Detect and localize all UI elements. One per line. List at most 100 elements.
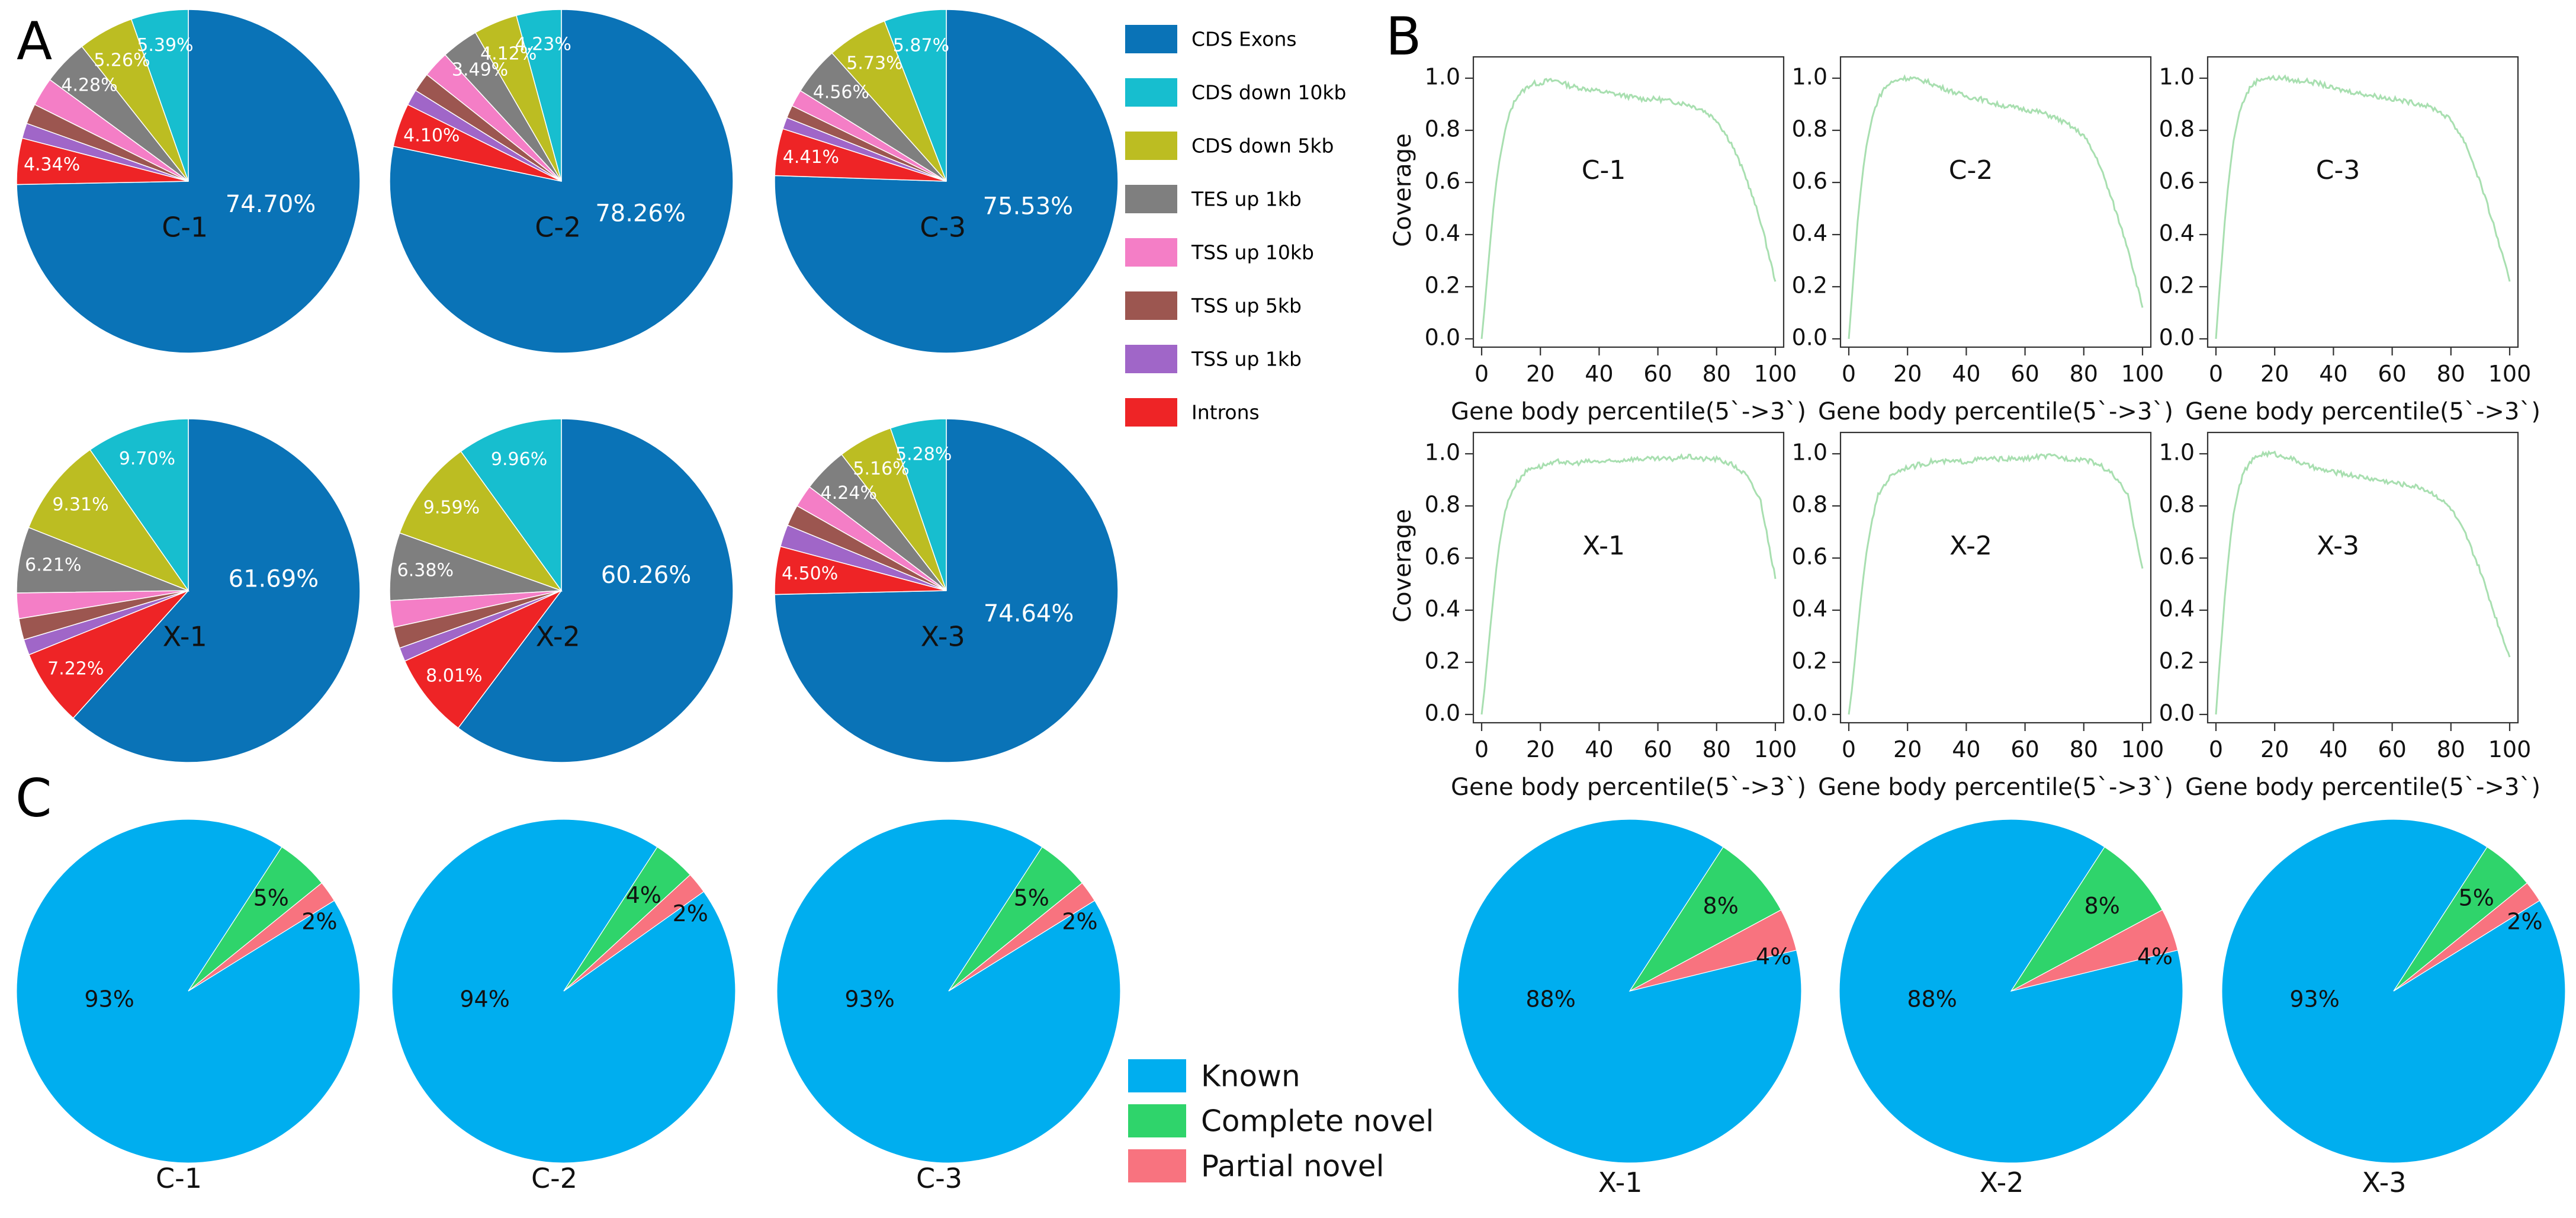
coverage-plot-x-3-xtick-label: 20	[2260, 736, 2289, 762]
coverage-plot-x-3-ytick-label: 0.6	[2159, 544, 2195, 570]
novelty-pie-x-1-name: X-1	[1598, 1166, 1642, 1198]
panel-c-legend: Known Complete novel Partial novel	[1128, 1059, 1434, 1184]
coverage-plot-c-3-xtick-label: 80	[2437, 361, 2465, 387]
pie-c-3-label-cds-exons: 75.53%	[983, 193, 1074, 220]
novelty-pie-c-3-name: C-3	[916, 1162, 962, 1194]
coverage-plot-x-3-name: X-3	[2317, 531, 2359, 561]
coverage-plot-c-3-name: C-3	[2316, 155, 2360, 185]
coverage-plot-x-2-xtick-label: 20	[1893, 736, 1922, 762]
novelty-pie-x-3-label-known: 93%	[2289, 986, 2339, 1012]
legend-a-swatch-tss-up-1kb	[1125, 345, 1177, 373]
coverage-plot-x-2-ytick-label: 0.8	[1792, 492, 1827, 518]
legend-a-swatch-cds-exons	[1125, 25, 1177, 53]
novelty-pie-x-3-name: X-3	[2362, 1166, 2406, 1198]
coverage-plot-x-1-xtick-label: 80	[1703, 736, 1731, 762]
pie-c-2-label-cds-down-10kb: 4.23%	[515, 34, 571, 55]
legend-c-swatch-complete-novel	[1128, 1104, 1186, 1137]
coverage-plot-c-1-ytick-label: 0.8	[1425, 116, 1460, 142]
novelty-pie-x-1-label-complete-novel: 8%	[1703, 893, 1739, 919]
coverage-plot-x-2-ytick-label: 1.0	[1792, 440, 1827, 466]
legend-c-label-complete-novel: Complete novel	[1201, 1104, 1434, 1139]
pie-c-2-label-cds-down-5kb: 4.12%	[480, 43, 537, 64]
pie-x-1-label-cds-down-10kb: 9.70%	[119, 448, 175, 469]
pie-x-3-label-cds-down-5kb: 5.16%	[853, 459, 909, 479]
coverage-plot-x-3: 0.0 0.2 0.4 0.6 0.8 1.0 0 20 40 60 80 100 Gene body …	[2159, 431, 2540, 801]
pie-x-2-label-cds-down-5kb: 9.59%	[423, 497, 480, 518]
coverage-plot-x-1-ytick-label: 0.2	[1425, 648, 1460, 674]
coverage-plot-c-2-name: C-2	[1949, 155, 1993, 185]
pie-c-1-slice-introns	[16, 137, 189, 185]
coverage-plot-c-2-ytick-label: 0.6	[1792, 168, 1827, 194]
coverage-plot-x-2-xtick-label: 60	[2010, 736, 2039, 762]
novelty-pie-x-3: 93% 5% 2% X-3	[2221, 819, 2566, 1198]
panel-a-legend: CDS Exons CDS down 10kb CDS down 5kb TES up…	[1125, 25, 1346, 427]
coverage-plot-c-1-xlabel: Gene body percentile(5`->3`)	[1451, 398, 1806, 425]
pie-x-3-name: X-3	[921, 621, 965, 653]
pie-c-2: 78.26% C-2 4.23%4.12%3.49% 4.10%	[389, 9, 734, 354]
legend-a-label-cds-down-10kb: CDS down 10kb	[1191, 81, 1346, 104]
coverage-plot-c-1-xtick-label: 80	[1703, 361, 1731, 387]
legend-a-swatch-tes-up-1kb	[1125, 185, 1177, 213]
pie-x-2-name: X-2	[536, 621, 580, 653]
pie-x-2-slice-cds-down-10kb	[460, 418, 562, 592]
coverage-plot-c-1-xtick-label: 100	[1754, 361, 1797, 387]
novelty-pie-c-2-name: C-2	[531, 1162, 577, 1194]
pie-c-1-name: C-1	[162, 211, 208, 243]
pie-x-1-label-cds-exons: 61.69%	[229, 565, 319, 592]
legend-a-label-cds-exons: CDS Exons	[1191, 28, 1297, 51]
coverage-plot-c-1-line	[1480, 78, 1777, 339]
novelty-pie-x-2-label-partial-novel: 4%	[2137, 943, 2173, 969]
coverage-plot-c-1-frame	[1472, 56, 1785, 348]
panel-a-feature-pies: 74.70% C-1 5.39%5.26% 4.28% 4.34% 78.26% C-2 4.…	[16, 9, 1119, 763]
pie-x-2-label-introns: 8.01%	[426, 665, 482, 686]
coverage-plot-x-3-frame	[2206, 431, 2519, 724]
coverage-plot-x-3-xtick-label: 0	[2209, 736, 2223, 762]
coverage-plot-c-2-xtick-label: 80	[2070, 361, 2098, 387]
pie-c-2-slice-cds-exons	[389, 9, 734, 354]
coverage-plot-c-1-name: C-1	[1582, 155, 1626, 185]
coverage-plot-x-3-line	[2215, 450, 2511, 715]
pie-x-3-label-cds-down-10kb: 5.28%	[895, 444, 952, 465]
pie-c-1-label-tes-up-1kb: 4.28%	[61, 75, 117, 95]
coverage-plot-x-3-xtick-label: 60	[2378, 736, 2406, 762]
panel-b-coverage-plots: 0.0 0.2 0.4 0.6 0.8 1.0 0 20 40 60 80 100 Gene body …	[1389, 56, 2540, 801]
coverage-plot-x-2-xtick-label: 100	[2121, 736, 2164, 762]
novelty-pie-x-3-label-complete-novel: 5%	[2459, 884, 2494, 911]
coverage-plot-x-3-xtick-label: 40	[2319, 736, 2347, 762]
coverage-plot-c-2-ytick-label: 0.2	[1792, 273, 1827, 299]
pie-x-2-label-tes-up-1kb: 6.38%	[397, 560, 454, 581]
coverage-plot-c-3-xtick-label: 60	[2378, 361, 2406, 387]
novelty-pie-x-1: 88% 8% 4% X-1	[1457, 819, 1802, 1198]
pie-c-2-name: C-2	[535, 211, 581, 243]
coverage-plot-c-3: 0.0 0.2 0.4 0.6 0.8 1.0 0 20 40 60 80 100 Gene body …	[2159, 56, 2540, 425]
legend-a-swatch-cds-down-10kb	[1125, 78, 1177, 107]
coverage-plot-c-3-xlabel: Gene body percentile(5`->3`)	[2185, 398, 2540, 425]
coverage-plot-x-1-xlabel: Gene body percentile(5`->3`)	[1451, 774, 1806, 801]
coverage-plot-x-2-ytick-label: 0.6	[1792, 544, 1827, 570]
novelty-pie-x-2-label-complete-novel: 8%	[2084, 893, 2120, 919]
coverage-plot-c-2-xtick-label: 100	[2121, 361, 2164, 387]
pie-x-1-name: X-1	[163, 621, 207, 653]
novelty-pie-c-1-slice-partial-novel	[188, 882, 335, 992]
novelty-pie-x-3-label-partial-novel: 2%	[2507, 909, 2542, 935]
coverage-plot-x-1-ytick-label: 0.4	[1425, 596, 1460, 622]
pie-x-2-slice-cds-down-5kb	[399, 450, 563, 592]
coverage-plot-x-2-frame	[1839, 431, 2152, 724]
pie-c-3: 75.53% C-3 5.87%5.73% 4.56% 4.41%	[774, 9, 1119, 354]
coverage-plot-x-3-xlabel: Gene body percentile(5`->3`)	[2185, 774, 2540, 801]
pie-c-3-label-cds-down-5kb: 5.73%	[846, 53, 902, 74]
novelty-pie-c-3-label-known: 93%	[844, 986, 894, 1012]
pie-x-3-slice-introns	[774, 546, 947, 595]
coverage-plot-c-2-ytick-label: 0.4	[1792, 220, 1827, 246]
novelty-pie-x-2-label-known: 88%	[1907, 986, 1957, 1012]
pie-x-1: 61.69% X-1 9.70% 9.31% 6.21% 7.22%	[16, 418, 361, 763]
coverage-plot-c-2-ytick-label: 0.8	[1792, 116, 1827, 142]
novelty-pie-c-1-label-known: 93%	[84, 986, 134, 1012]
coverage-plot-x-3-ytick-label: 0.2	[2159, 648, 2195, 674]
coverage-plot-c-1-ytick-label: 0.2	[1425, 273, 1460, 299]
coverage-plot-c-2-xtick-label: 40	[1952, 361, 1980, 387]
coverage-plot-c-3-frame	[2206, 56, 2519, 348]
pie-x-2-slice-cds-exons	[457, 418, 734, 763]
pie-x-2-slice-introns	[404, 590, 562, 729]
